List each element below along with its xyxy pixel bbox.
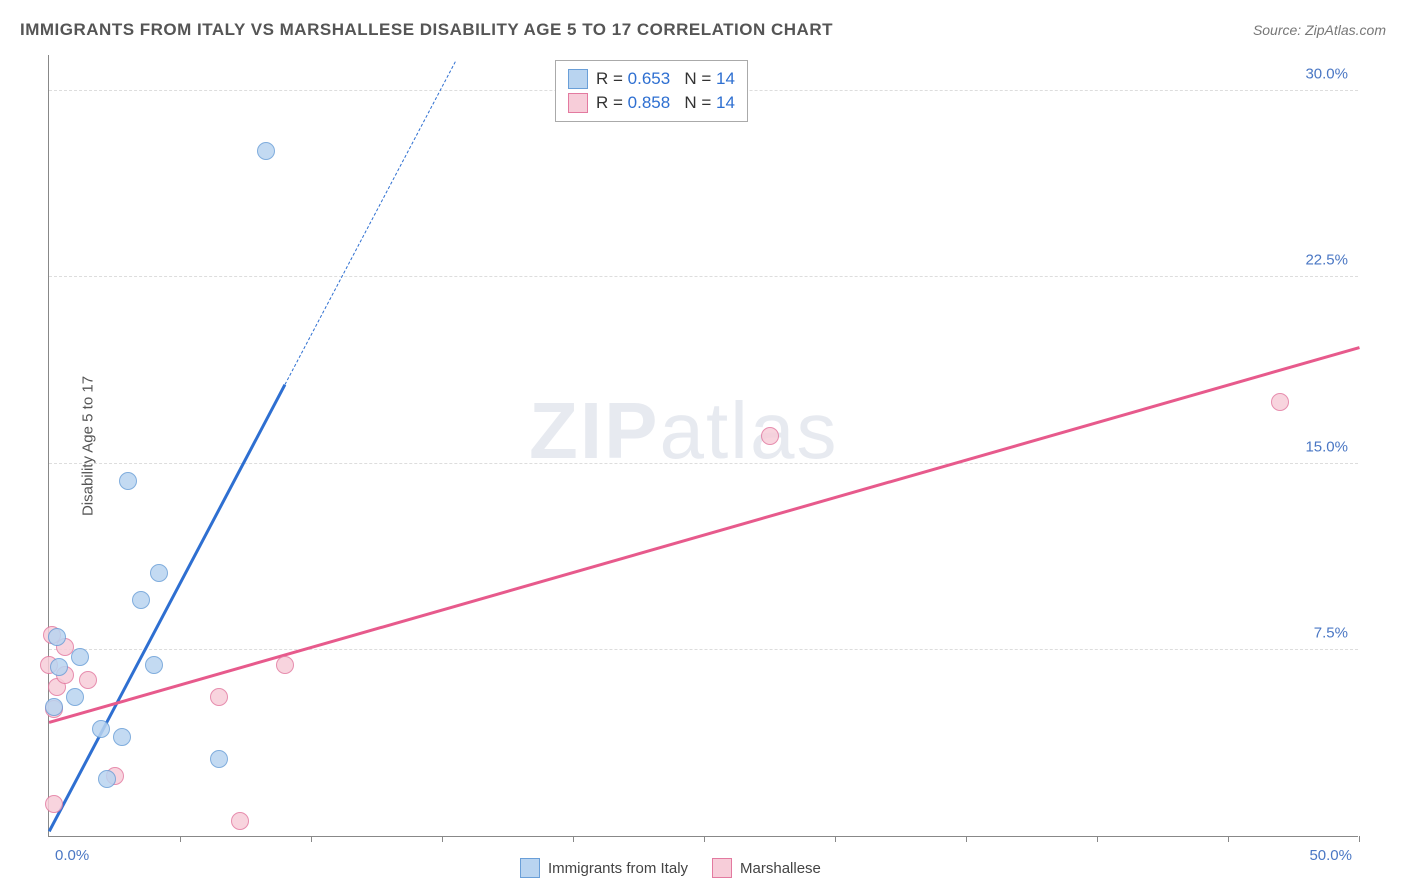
x-tick-label: 50.0% — [1309, 847, 1352, 864]
x-tick-mark — [180, 836, 181, 842]
trendline-marshallese — [49, 346, 1360, 723]
legend-row: R = 0.653 N = 14 — [568, 67, 735, 91]
marker-italy — [132, 591, 150, 609]
bottom-legend-item: Immigrants from Italy — [520, 858, 688, 878]
marker-italy — [92, 720, 110, 738]
marker-italy — [48, 628, 66, 646]
marker-italy — [119, 472, 137, 490]
gridline — [49, 276, 1358, 277]
gridline — [49, 463, 1358, 464]
legend-swatch — [568, 93, 588, 113]
marker-italy — [257, 142, 275, 160]
marker-marshallese — [761, 427, 779, 445]
marker-italy — [45, 698, 63, 716]
bottom-legend: Immigrants from Italy Marshallese — [520, 858, 821, 878]
legend-swatch — [520, 858, 540, 878]
x-tick-mark — [1097, 836, 1098, 842]
marker-italy — [98, 770, 116, 788]
gridline — [49, 649, 1358, 650]
marker-italy — [150, 564, 168, 582]
chart-title: IMMIGRANTS FROM ITALY VS MARSHALLESE DIS… — [20, 20, 833, 40]
trendline-italy — [48, 384, 286, 832]
legend-row: R = 0.858 N = 14 — [568, 91, 735, 115]
legend-label: Marshallese — [740, 860, 821, 877]
x-tick-mark — [966, 836, 967, 842]
correlation-legend-box: R = 0.653 N = 14 R = 0.858 N = 14 — [555, 60, 748, 122]
source-label: Source: ZipAtlas.com — [1253, 22, 1386, 38]
x-tick-mark — [573, 836, 574, 842]
x-tick-label: 0.0% — [55, 847, 89, 864]
legend-label: Immigrants from Italy — [548, 860, 688, 877]
marker-marshallese — [231, 812, 249, 830]
marker-italy — [71, 648, 89, 666]
marker-italy — [113, 728, 131, 746]
marker-italy — [145, 656, 163, 674]
marker-italy — [210, 750, 228, 768]
marker-marshallese — [45, 795, 63, 813]
x-tick-mark — [1359, 836, 1360, 842]
chart-plot-area: ZIPatlas 7.5%15.0%22.5%30.0%0.0%50.0% — [48, 55, 1358, 837]
legend-swatch — [712, 858, 732, 878]
x-tick-mark — [442, 836, 443, 842]
marker-italy — [66, 688, 84, 706]
y-tick-label: 15.0% — [1305, 438, 1348, 455]
marker-marshallese — [210, 688, 228, 706]
legend-stats: R = 0.858 N = 14 — [596, 93, 735, 113]
trendline-italy-extrapolated — [284, 61, 455, 384]
marker-marshallese — [276, 656, 294, 674]
marker-italy — [50, 658, 68, 676]
x-tick-mark — [1228, 836, 1229, 842]
x-tick-mark — [704, 836, 705, 842]
y-tick-label: 7.5% — [1314, 624, 1348, 641]
x-tick-mark — [311, 836, 312, 842]
marker-marshallese — [1271, 393, 1289, 411]
y-tick-label: 30.0% — [1305, 66, 1348, 83]
x-tick-mark — [835, 836, 836, 842]
bottom-legend-item: Marshallese — [712, 858, 821, 878]
marker-marshallese — [79, 671, 97, 689]
legend-swatch — [568, 69, 588, 89]
legend-stats: R = 0.653 N = 14 — [596, 69, 735, 89]
y-tick-label: 22.5% — [1305, 252, 1348, 269]
